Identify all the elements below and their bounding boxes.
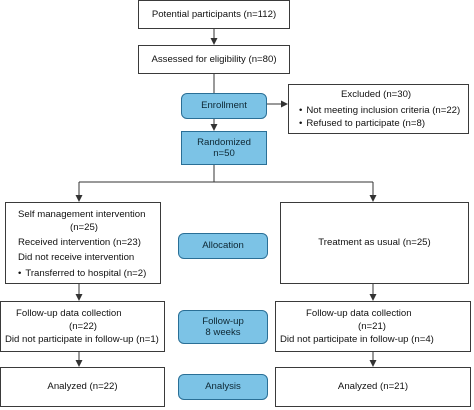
analysis-stage-label: Analysis — [178, 374, 268, 400]
enrollment-stage-label: Enrollment — [181, 93, 267, 119]
usual-care-text: Treatment as usual (n=25) — [318, 237, 431, 248]
potential-participants-box: Potential participants (n=112) — [138, 0, 290, 29]
usual-care-followup-count: (n=21) — [358, 321, 386, 332]
intervention-analyzed-text: Analyzed (n=22) — [47, 381, 118, 392]
assessed-eligibility-box: Assessed for eligibility (n=80) — [138, 45, 290, 74]
randomized-count: n=50 — [213, 148, 235, 159]
excluded-item-refused: Refused to participate (n=8) — [299, 118, 425, 130]
usual-care-analyzed-text: Analyzed (n=21) — [337, 381, 409, 392]
followup-stage-label: Follow-up 8 weeks — [178, 310, 268, 344]
usual-care-allocation-box: Treatment as usual (n=25) — [280, 202, 469, 284]
usual-care-followup-title: Follow-up data collection — [306, 308, 412, 319]
transferred-to-hospital: Transferred to hospital (n=2) — [18, 268, 146, 280]
assessed-eligibility-text: Assessed for eligibility (n=80) — [151, 53, 277, 65]
intervention-allocation-box: Self management intervention (n=25) Rece… — [5, 202, 161, 284]
enrollment-text: Enrollment — [201, 100, 247, 112]
received-intervention: Received intervention (n=23) — [18, 237, 141, 248]
excluded-item-criteria: Not meeting inclusion criteria (n=22) — [299, 105, 460, 117]
intervention-followup-box: Follow-up data collection (n=22) Did not… — [0, 301, 165, 352]
not-received-intervention: Did not receive intervention — [18, 252, 135, 263]
intervention-count: (n=25) — [70, 222, 98, 233]
usual-care-followup-missing: Did not participate in follow-up (n=4) — [280, 334, 434, 345]
usual-care-analyzed-box: Analyzed (n=21) — [275, 367, 471, 407]
intervention-followup-count: (n=22) — [69, 321, 97, 332]
randomized-box: Randomized n=50 — [181, 131, 267, 165]
allocation-stage-label: Allocation — [178, 233, 268, 259]
potential-participants-text: Potential participants (n=112) — [151, 8, 277, 20]
intervention-analyzed-box: Analyzed (n=22) — [0, 367, 165, 407]
usual-care-followup-box: Follow-up data collection (n=21) Did not… — [275, 301, 471, 352]
excluded-title: Excluded (n=30) — [341, 89, 412, 100]
intervention-title: Self management intervention — [18, 209, 146, 220]
excluded-box: Excluded (n=30) Not meeting inclusion cr… — [288, 84, 469, 134]
intervention-followup-title: Follow-up data collection — [16, 308, 122, 319]
intervention-followup-missing: Did not participate in follow-up (n=1) — [5, 334, 159, 345]
allocation-text: Allocation — [202, 240, 244, 252]
followup-duration: 8 weeks — [205, 327, 241, 338]
randomized-title: Randomized — [197, 136, 251, 148]
analysis-text: Analysis — [205, 381, 241, 393]
followup-text: Follow-up — [202, 315, 244, 327]
